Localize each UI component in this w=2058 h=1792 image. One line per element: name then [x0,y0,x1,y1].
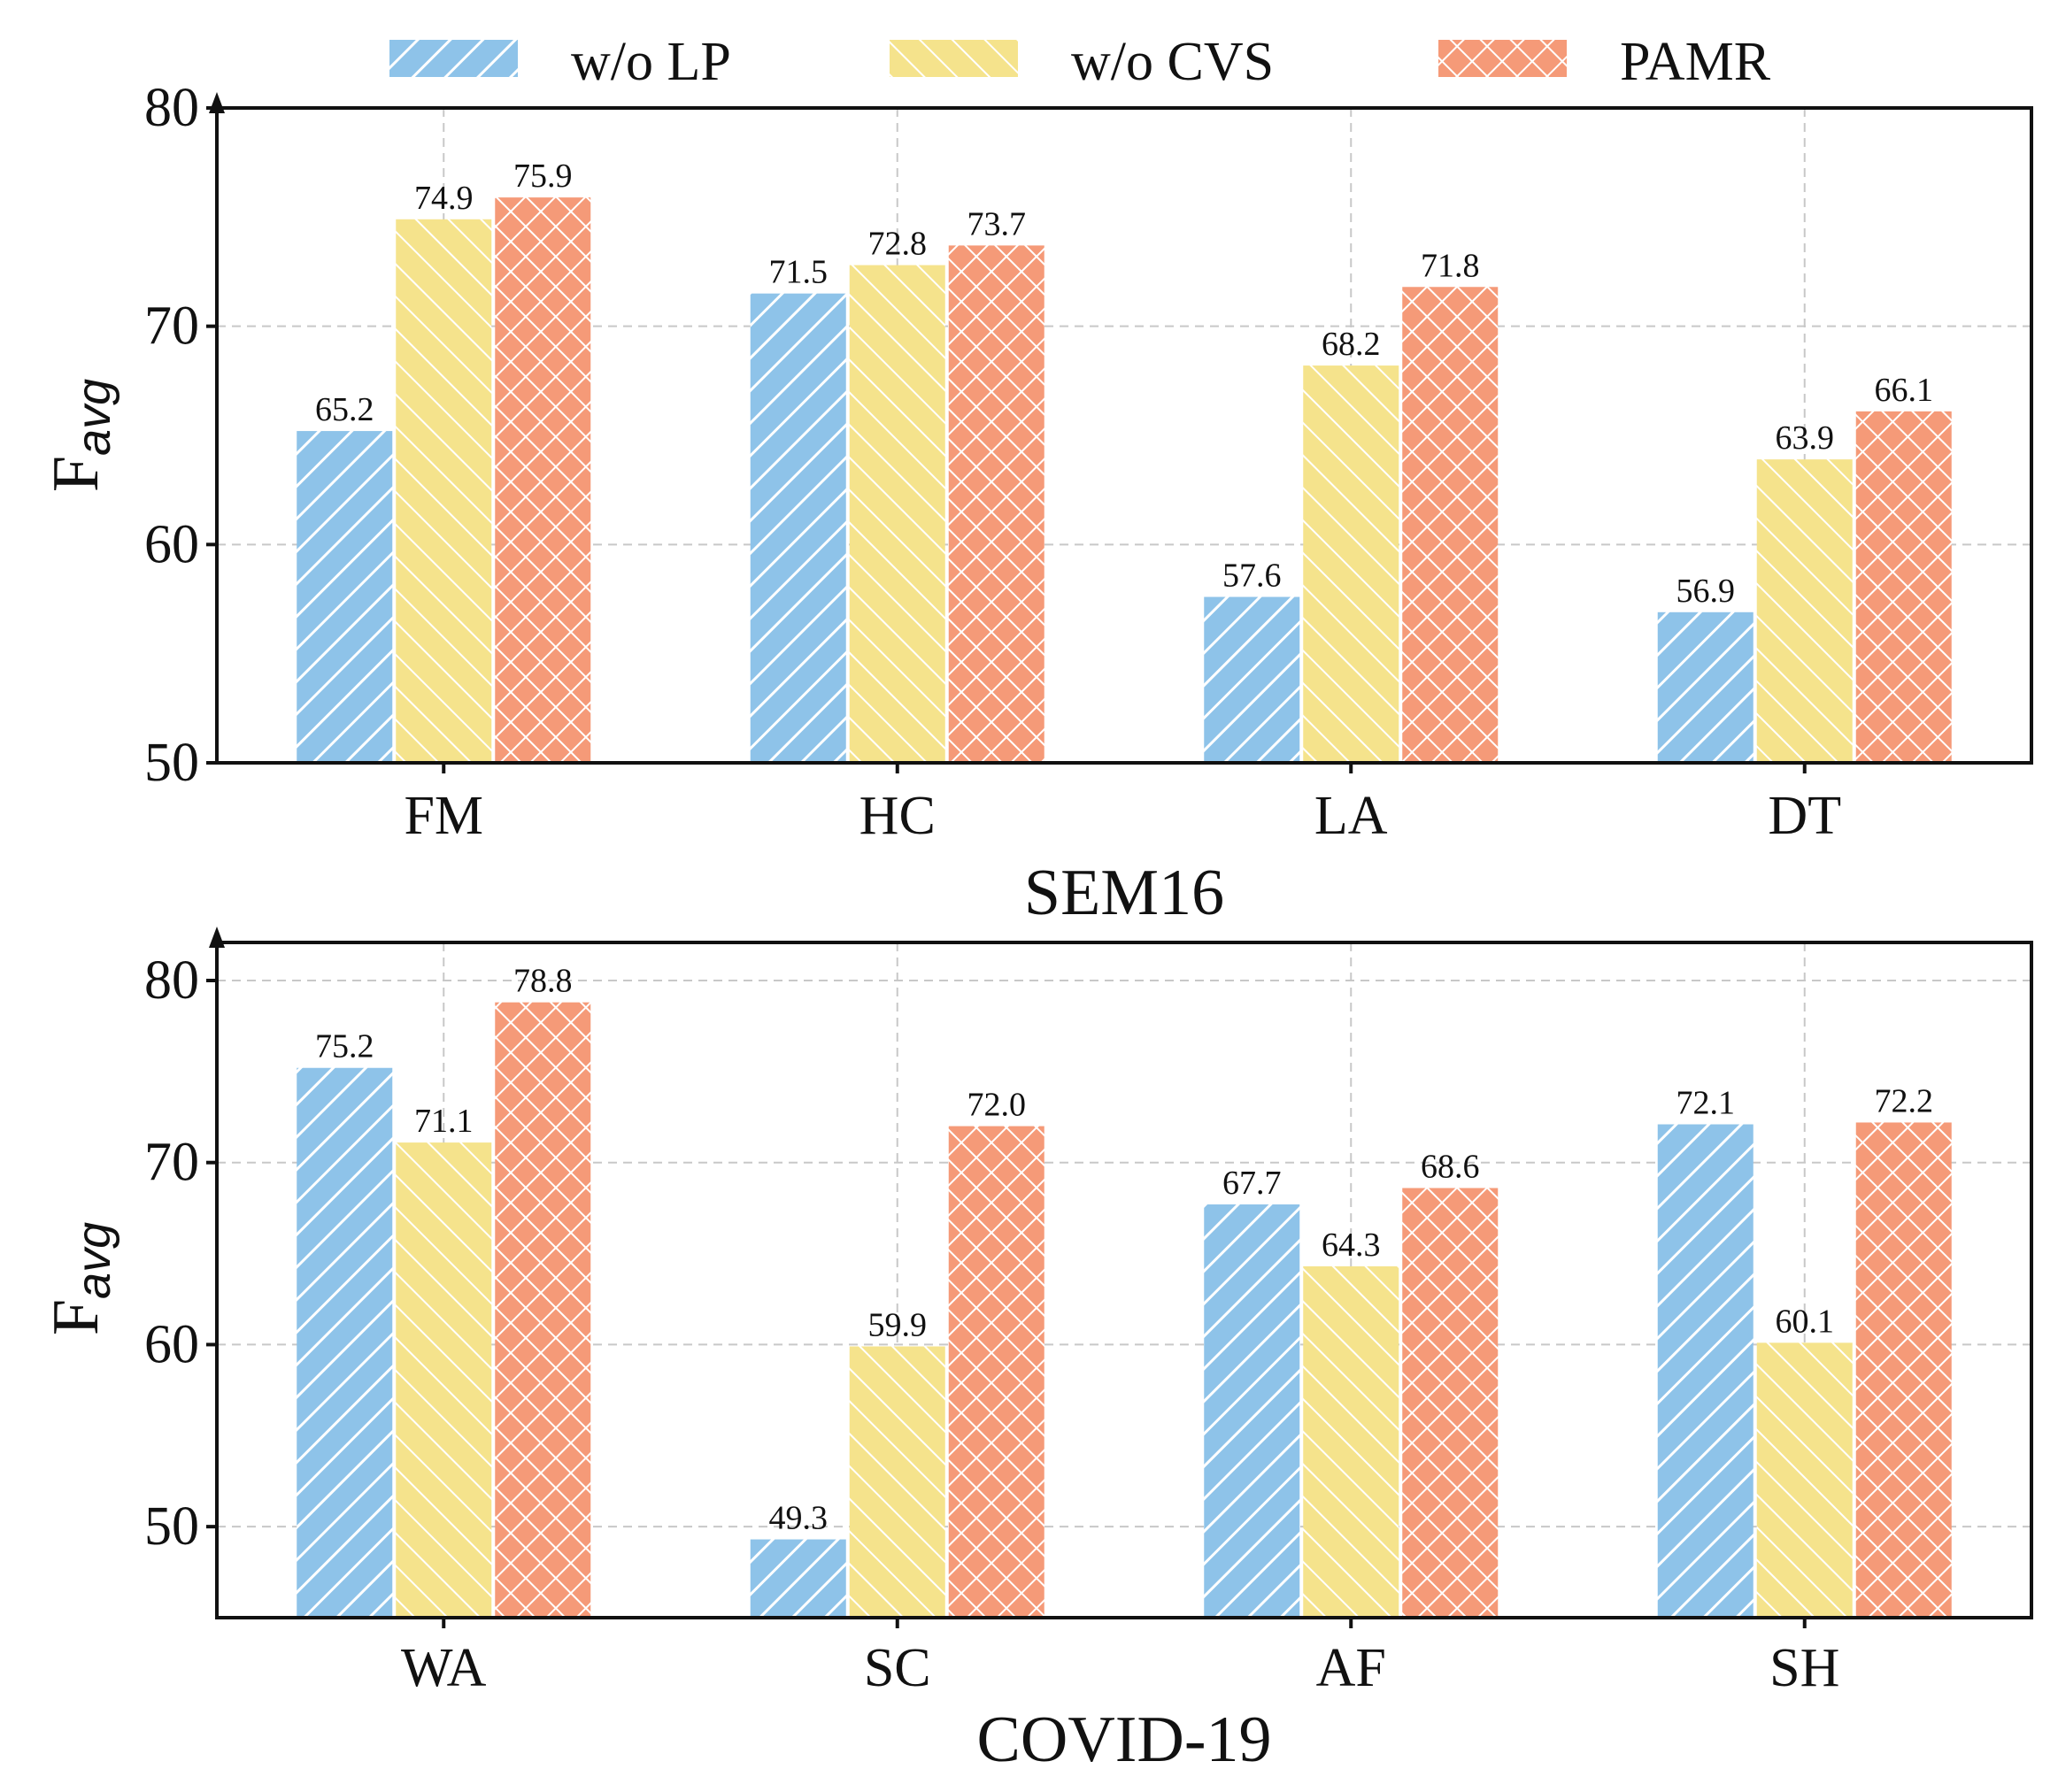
data-label-wo-lp-af: 67.7 [1222,1165,1282,1202]
bar-wo-lp-wa [297,1067,393,1618]
y-axis-label: Favg [40,1222,120,1335]
bar-pamr-af [1402,1188,1499,1618]
bar-wo-lp-hc [750,293,846,764]
data-label-wo-cvs-wa: 71.1 [414,1103,474,1140]
bar-wo-lp-la [1204,596,1300,763]
data-label-wo-lp-dt: 56.9 [1676,573,1736,610]
x-tick-label-hc: HC [859,786,936,846]
data-label-wo-cvs-dt: 63.9 [1776,419,1835,457]
y-axis-label-main: F [40,456,112,492]
bar-wo-cvs-hc [849,265,945,764]
bar-wo-lp-sh [1657,1124,1754,1618]
y-axis-label-main: F [40,1299,112,1335]
data-label-wo-cvs-sc: 59.9 [868,1306,928,1343]
bar-wo-lp-fm [297,431,393,763]
data-label-wo-lp-wa: 75.2 [315,1028,374,1065]
bar-wo-cvs-la [1303,365,1399,763]
x-axis-label: COVID-19 [977,1704,1272,1776]
plot-frame [215,941,2033,1619]
x-tick-label-wa: WA [401,1638,487,1698]
data-label-pamr-hc: 73.7 [967,205,1027,242]
data-label-wo-lp-la: 57.6 [1222,558,1282,595]
data-label-wo-cvs-hc: 72.8 [868,226,928,263]
y-tick-label: 60 [144,514,199,574]
bar-wo-lp-dt [1657,611,1754,763]
data-label-pamr-sh: 72.2 [1875,1082,1934,1119]
bar-wo-cvs-sh [1756,1342,1853,1618]
plot-frame [215,106,2033,765]
y-tick-label: 80 [144,78,199,138]
bar-wo-cvs-wa [396,1142,492,1618]
data-label-pamr-af: 68.6 [1421,1149,1480,1186]
y-axis-arrow [209,92,225,113]
data-label-pamr-la: 71.8 [1421,247,1480,284]
data-label-wo-lp-hc: 71.5 [769,254,829,291]
data-label-wo-cvs-sh: 60.1 [1776,1303,1835,1340]
x-axis-label: SEM16 [1024,857,1224,929]
data-label-wo-cvs-la: 68.2 [1322,326,1381,363]
bar-wo-lp-af [1204,1204,1300,1618]
x-tick-label-dt: DT [1768,786,1841,846]
legend-label-wo-lp: w/o LP [571,32,731,92]
legend-swatch-wo-lp [389,40,518,77]
chart-panel-sem16: 65.2 71.5 57.6 56.9 74.9 72.8 68.2 63.9 75.9 73.7… [40,78,2033,929]
y-axis-label-sub: avg [67,379,120,456]
x-tick-label-fm: FM [404,786,483,846]
legend-swatch-pamr [1438,40,1567,77]
bar-pamr-dt [1855,411,1952,763]
bar-wo-lp-sc [750,1539,846,1618]
x-tick-label-sc: SC [864,1638,931,1698]
data-label-pamr-dt: 66.1 [1875,372,1934,409]
data-label-wo-lp-fm: 65.2 [315,391,374,428]
data-label-pamr-wa: 78.8 [513,963,573,1000]
bar-wo-cvs-dt [1756,459,1853,763]
bar-wo-cvs-af [1303,1265,1399,1618]
bar-pamr-wa [495,1002,591,1618]
y-tick-label: 70 [144,296,199,357]
bar-wo-cvs-fm [396,219,492,764]
chart-panel-covid19: 75.2 49.3 67.7 72.1 71.1 59.9 64.3 60.1 78.8 72.0… [40,927,2033,1776]
x-tick-label-la: LA [1314,786,1388,846]
data-label-pamr-sc: 72.0 [967,1087,1027,1124]
legend: w/o LP w/o CVS PAMR [389,32,1771,92]
bar-pamr-sh [1855,1122,1952,1618]
legend-swatch-wo-cvs [890,40,1018,77]
bar-pamr-hc [948,245,1044,763]
y-tick-label: 70 [144,1133,199,1193]
data-label-wo-lp-sh: 72.1 [1676,1085,1736,1122]
data-label-wo-cvs-fm: 74.9 [414,180,474,217]
legend-label-pamr: PAMR [1620,32,1771,92]
bar-pamr-sc [948,1126,1044,1618]
data-label-wo-cvs-af: 64.3 [1322,1227,1381,1264]
data-label-pamr-fm: 75.9 [513,158,573,195]
y-axis-label-sub: avg [67,1222,120,1299]
y-tick-label: 50 [144,1496,199,1557]
bar-pamr-la [1402,287,1499,763]
y-axis-arrow [209,927,225,948]
bar-wo-cvs-sc [849,1346,945,1618]
bar-pamr-fm [495,197,591,764]
y-tick-label: 60 [144,1314,199,1374]
legend-label-wo-cvs: w/o CVS [1071,32,1274,92]
x-tick-label-sh: SH [1769,1638,1839,1698]
x-tick-label-af: AF [1316,1638,1386,1698]
data-label-wo-lp-sc: 49.3 [769,1500,829,1537]
y-tick-label: 50 [144,733,199,793]
y-axis-label: Favg [40,379,120,492]
y-tick-label: 80 [144,950,199,1011]
